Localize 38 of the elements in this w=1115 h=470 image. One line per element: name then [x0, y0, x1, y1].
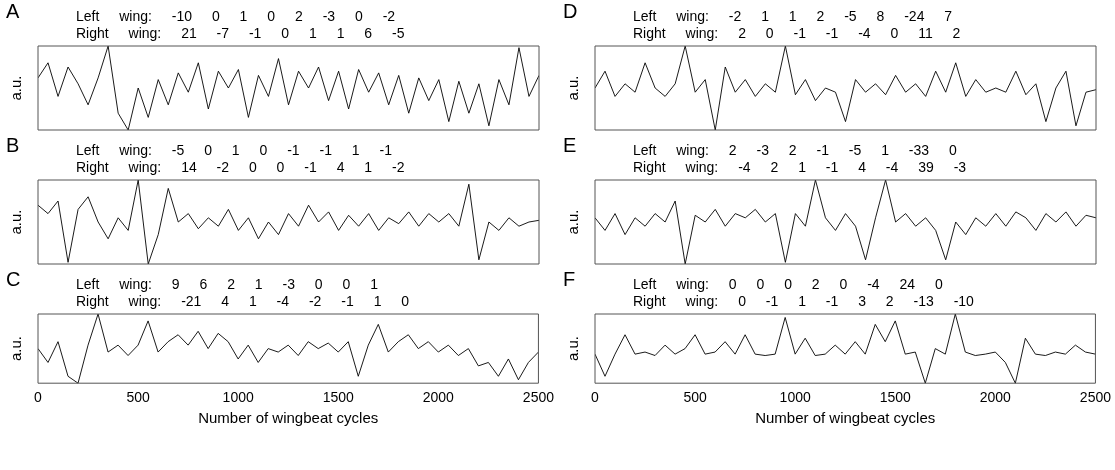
x-tick-label: 1000: [779, 389, 811, 406]
chart-title: C: [6, 268, 21, 291]
text: Left wing: 9 6 2 1 -3 0 0 1: [76, 276, 379, 293]
y-axis-title: a.u.: [7, 336, 25, 362]
x-tick-label: 2500: [1079, 389, 1112, 406]
text: Left wing: -10 0 1 0 2 -3 0 -2: [76, 8, 397, 25]
chart-title: B: [6, 134, 20, 157]
chart-title: E: [563, 134, 577, 157]
text: Right wing: 2 0 -1 -1 -4 0 11 2: [633, 25, 962, 42]
x-tick-label: 0: [34, 389, 43, 406]
y-axis-title: a.u.: [7, 75, 25, 101]
chart-title: F: [563, 268, 576, 291]
x-tick-label: 1500: [322, 389, 355, 406]
x-tick-label: 500: [683, 389, 707, 406]
x-tick-label: 1500: [879, 389, 912, 406]
text: Left wing: 0 0 0 2 0 -4 24 0: [633, 276, 944, 293]
x-axis-title: Number of wingbeat cycles: [755, 409, 936, 427]
y-axis-title: a.u.: [564, 75, 582, 101]
text: Left wing: 2 -3 2 -1 -5 1 -33 0: [633, 142, 958, 159]
x-tick-label: 2000: [422, 389, 455, 406]
y-axis-title: a.u.: [564, 336, 582, 362]
x-tick-label: 2000: [979, 389, 1012, 406]
x-tick-label: 500: [126, 389, 150, 406]
text: Left wing: -5 0 1 0 -1 -1 1 -1: [76, 142, 393, 159]
chart-title: A: [6, 0, 20, 23]
x-tick-label: 1000: [222, 389, 254, 406]
text: Left wing: -2 1 1 2 -5 8 -24 7: [633, 8, 954, 25]
text: Right wing: -4 2 1 -1 4 -4 39 -3: [633, 159, 968, 176]
text: Right wing: 14 -2 0 0 -1 4 1 -2: [76, 159, 406, 176]
y-axis-title: a.u.: [564, 209, 582, 235]
x-tick-label: 0: [591, 389, 600, 406]
y-axis-title: a.u.: [7, 209, 25, 235]
text: Right wing: 0 -1 1 -1 3 2 -13 -10: [633, 293, 975, 310]
text: Right wing: -21 4 1 -4 -2 -1 1 0: [76, 293, 411, 310]
chart-title: D: [563, 0, 578, 23]
x-axis-title: Number of wingbeat cycles: [198, 409, 379, 427]
text: Right wing: 21 -7 -1 0 1 1 6 -5: [76, 25, 406, 42]
x-tick-label: 2500: [522, 389, 555, 406]
